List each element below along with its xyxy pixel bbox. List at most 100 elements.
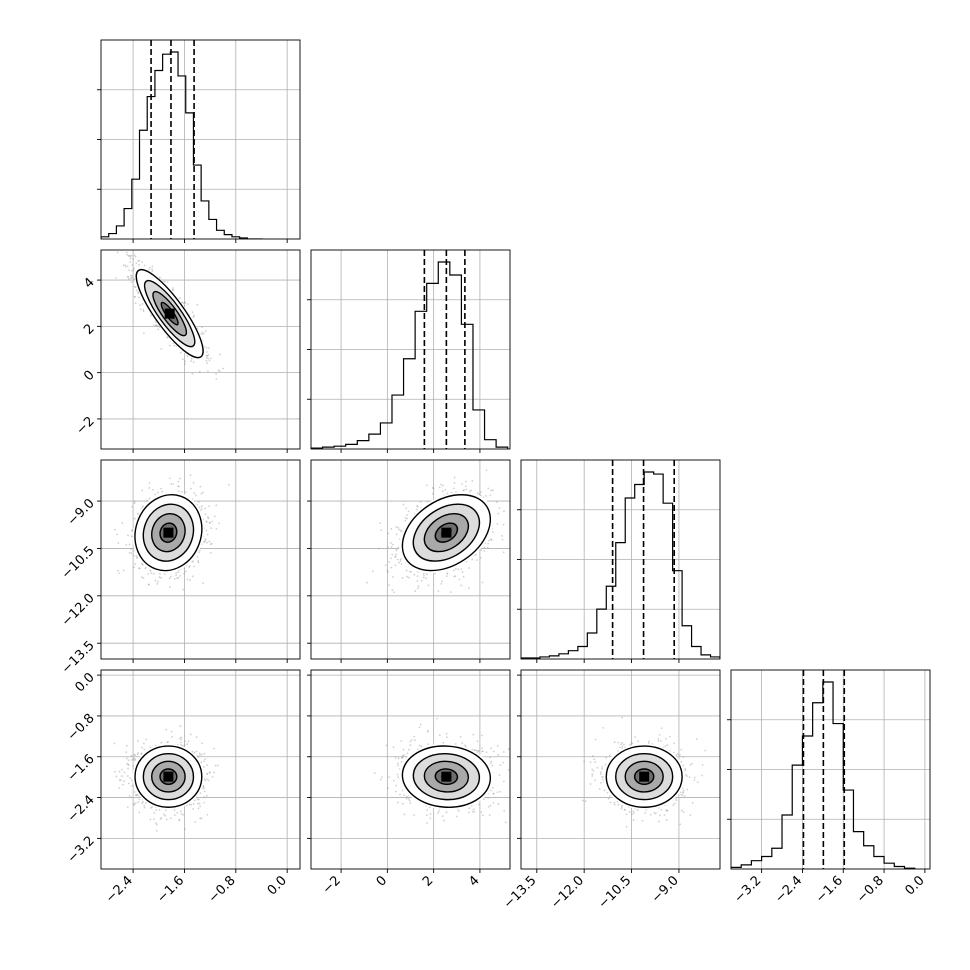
scatter-point (390, 566, 393, 569)
scatter-point (218, 522, 220, 525)
scatter-point (208, 521, 211, 524)
scatter-point (137, 291, 140, 294)
scatter-point (189, 733, 192, 736)
scatter-point (400, 530, 403, 533)
scatter-point (202, 786, 205, 789)
scatter-point (194, 821, 196, 823)
scatter-point (490, 539, 493, 542)
scatter-point (204, 538, 207, 541)
scatter-point (194, 494, 197, 497)
scatter-point (397, 546, 400, 549)
scatter-point (192, 316, 195, 319)
scatter-point (200, 817, 203, 820)
scatter-point (496, 523, 499, 525)
scatter-point (128, 543, 131, 546)
scatter-point (444, 488, 447, 491)
scatter-point (388, 584, 390, 586)
scatter-point (492, 531, 494, 534)
scatter-point (205, 520, 208, 523)
scatter-point (398, 561, 400, 564)
scatter-point (115, 277, 117, 279)
scatter-point (198, 551, 200, 554)
contour-line (151, 512, 186, 553)
scatter-point (453, 476, 456, 479)
contour-line (423, 512, 470, 553)
scatter-point (153, 818, 155, 821)
scatter-point (425, 577, 428, 580)
scatter-point (495, 501, 498, 504)
scatter-point (129, 261, 132, 263)
scatter-point (172, 287, 174, 290)
scatter-point (501, 535, 503, 537)
contour-line (159, 522, 178, 543)
scatter-point (138, 567, 141, 570)
scatter-point (204, 507, 207, 510)
scatter-point (151, 270, 154, 272)
scatter-point (453, 575, 456, 578)
scatter-point (210, 542, 213, 545)
scatter-point (394, 555, 397, 558)
scatter-point (156, 325, 159, 328)
scatter-point (122, 569, 125, 572)
scatter-point (179, 351, 182, 354)
panel-frame (310, 249, 511, 450)
scatter-point (195, 736, 198, 739)
scatter-point (204, 513, 207, 516)
scatter-point (465, 488, 468, 491)
scatter-point (184, 740, 186, 743)
scatter-point (182, 588, 184, 591)
scatter-point (134, 758, 137, 761)
scatter-point (207, 357, 209, 360)
scatter-point (116, 251, 119, 254)
scatter-point (206, 541, 209, 544)
scatter-point (159, 572, 161, 575)
scatter-point (133, 754, 136, 757)
scatter-point (123, 771, 126, 774)
scatter-point (181, 358, 184, 361)
scatter-point (192, 560, 195, 563)
scatter-point (470, 489, 473, 492)
scatter-point (131, 274, 133, 277)
scatter-point (440, 582, 443, 585)
scatter-point (124, 264, 127, 267)
scatter-point (143, 264, 146, 267)
scatter-point (130, 529, 133, 532)
scatter-point (184, 301, 187, 304)
scatter-point (480, 548, 483, 551)
scatter-point (189, 579, 191, 581)
scatter-point (213, 515, 216, 518)
scatter-point (197, 559, 199, 562)
scatter-point (201, 326, 203, 329)
scatter-point (202, 582, 204, 584)
scatter-point (467, 587, 470, 590)
scatter-point (129, 277, 132, 280)
scatter-point (395, 548, 398, 550)
scatter-point (372, 570, 374, 573)
scatter-point (116, 569, 119, 572)
scatter-point (125, 744, 128, 747)
scatter-point (398, 528, 400, 531)
scatter-point (193, 565, 195, 568)
scatter-point (192, 481, 195, 484)
scatter-point (154, 579, 157, 582)
scatter-point (115, 775, 118, 778)
scatter-point (405, 569, 408, 572)
scatter-point (138, 811, 141, 814)
scatter-point (177, 490, 180, 493)
contour-line (401, 494, 492, 572)
contour-line (412, 503, 481, 562)
scatter-point (151, 268, 153, 271)
scatter-point (483, 546, 486, 549)
scatter-point (138, 567, 141, 570)
scatter-point (201, 333, 203, 336)
scatter-point (487, 487, 490, 490)
scatter-point (461, 483, 464, 485)
scatter-point (200, 492, 203, 495)
scatter-point (168, 577, 171, 580)
scatter-point (408, 570, 411, 573)
scatter-point (191, 575, 194, 578)
scatter-point (423, 574, 425, 577)
scatter-panel-3-0 (97, 669, 301, 873)
scatter-point (441, 490, 444, 493)
scatter-point (132, 554, 135, 557)
